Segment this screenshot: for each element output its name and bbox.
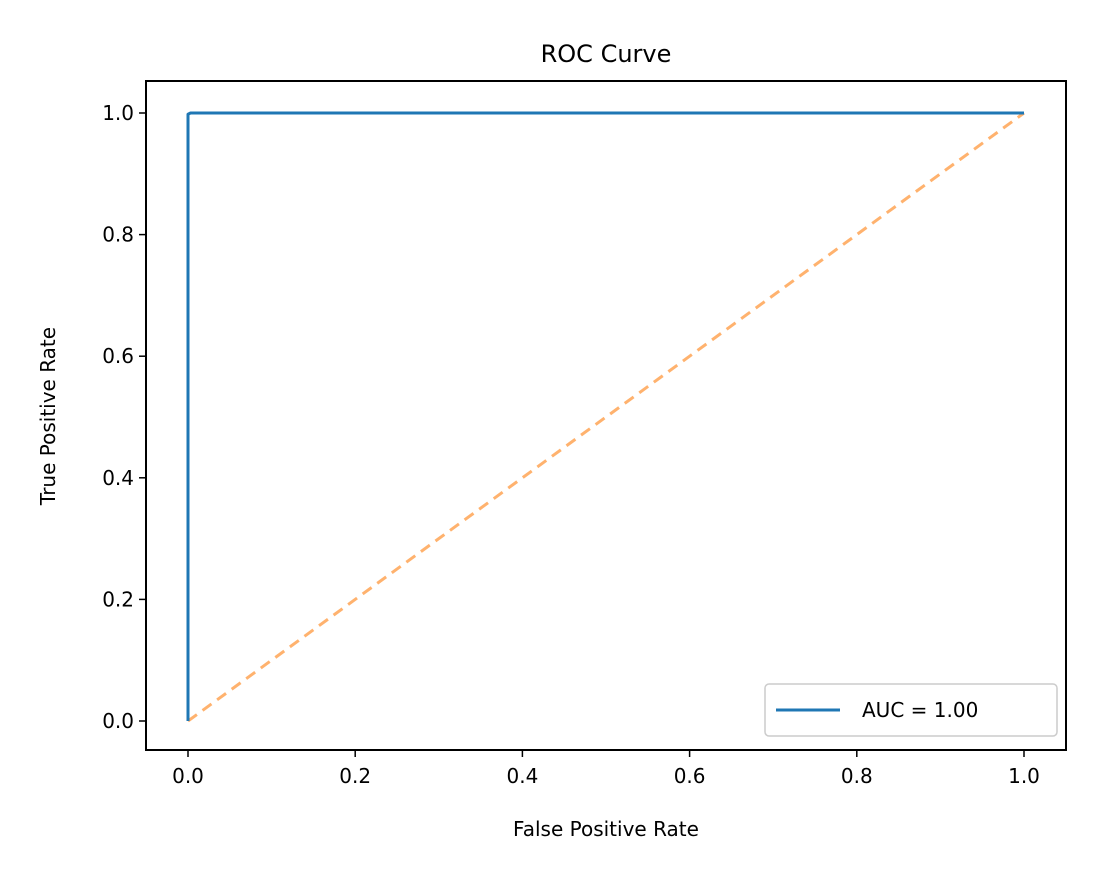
x-tick-label: 1.0 bbox=[1008, 764, 1040, 788]
y-tick-label: 1.0 bbox=[102, 101, 134, 125]
y-axis-label: True Positive Rate bbox=[36, 327, 60, 506]
x-tick-label: 0.6 bbox=[674, 764, 706, 788]
x-axis-label: False Positive Rate bbox=[513, 817, 699, 841]
legend-label: AUC = 1.00 bbox=[862, 698, 978, 722]
y-tick-label: 0.0 bbox=[102, 709, 134, 733]
chance-line bbox=[187, 111, 1025, 723]
x-tick-label: 0.8 bbox=[841, 764, 873, 788]
legend: AUC = 1.00 bbox=[764, 683, 1058, 737]
chart-title: ROC Curve bbox=[541, 40, 672, 68]
y-tick-label: 0.4 bbox=[102, 466, 134, 490]
roc-curve bbox=[186, 111, 1024, 721]
y-tick-label: 0.6 bbox=[102, 344, 134, 368]
x-tick-label: 0.0 bbox=[172, 764, 204, 788]
axes-frame bbox=[145, 80, 1067, 751]
x-tick-label: 0.4 bbox=[506, 764, 538, 788]
y-tick-label: 0.8 bbox=[102, 223, 134, 247]
y-tick-label: 0.2 bbox=[102, 587, 134, 611]
x-tick-label: 0.2 bbox=[339, 764, 371, 788]
